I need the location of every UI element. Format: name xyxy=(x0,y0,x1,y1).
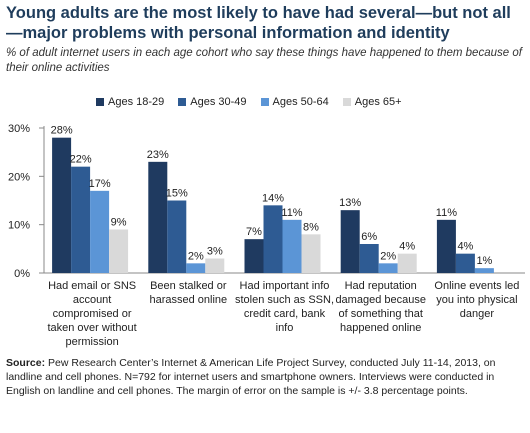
bar xyxy=(90,190,110,273)
data-label: 13% xyxy=(339,197,361,209)
bar xyxy=(52,137,72,273)
legend-label: Ages 50-64 xyxy=(272,96,329,108)
legend-label: Ages 65+ xyxy=(354,96,402,108)
bar xyxy=(148,161,168,273)
legend: Ages 18-29 Ages 30-49 Ages 50-64 Ages 65+ xyxy=(96,94,416,110)
bar xyxy=(263,205,283,273)
data-label: 22% xyxy=(70,154,92,166)
data-label: 11% xyxy=(436,207,457,219)
data-label: 6% xyxy=(361,231,377,243)
bar xyxy=(301,234,321,273)
data-label: 14% xyxy=(262,192,284,204)
chart-subtitle: % of adult internet users in each age co… xyxy=(6,47,522,74)
y-tick-label: 0% xyxy=(14,268,30,280)
category-label: happened online xyxy=(340,322,421,334)
bar xyxy=(378,263,398,273)
data-label: 8% xyxy=(303,221,319,233)
category-label: permission xyxy=(66,336,119,348)
legend-swatch xyxy=(342,98,351,106)
legend-swatch xyxy=(178,98,187,106)
category-label: compromised or xyxy=(53,308,132,320)
y-tick-label: 10% xyxy=(8,220,30,232)
data-label: 2% xyxy=(380,250,396,262)
legend-item-1: Ages 30-49 xyxy=(178,96,247,108)
data-label: 1% xyxy=(476,255,492,267)
footnote-label: Source: xyxy=(6,357,46,369)
data-label: 7% xyxy=(246,226,262,238)
legend-item-0: Ages 18-29 xyxy=(96,96,164,108)
data-label: 2% xyxy=(188,250,204,262)
category-label: danger xyxy=(460,308,495,320)
bar xyxy=(397,253,417,273)
category-label: harassed online xyxy=(149,294,227,306)
y-tick-label: 20% xyxy=(8,171,30,183)
bar xyxy=(167,200,187,273)
category-label: Been stalked or xyxy=(150,280,227,292)
data-label: 4% xyxy=(457,241,473,253)
category-label: account xyxy=(73,294,112,306)
data-label: 9% xyxy=(111,217,127,229)
bar xyxy=(109,229,129,273)
category-label: you into physical xyxy=(436,294,517,306)
chart-title: Young adults are the most likely to have… xyxy=(6,4,511,42)
legend-swatch xyxy=(96,98,104,106)
bar xyxy=(340,210,360,273)
category-label: taken over without xyxy=(47,322,136,334)
category-label: info xyxy=(276,322,294,334)
bar xyxy=(474,268,494,273)
bar-chart: 0% 10% 20% 30% 28% 22% 17% 9% Had email or SNS ac… xyxy=(8,123,525,348)
legend-label: Ages 18-29 xyxy=(108,96,165,108)
data-label: 3% xyxy=(207,246,223,258)
category-label: of something that xyxy=(339,308,423,320)
category-label: Online events led xyxy=(434,280,519,292)
bar xyxy=(436,219,456,273)
legend-item-2: Ages 50-64 xyxy=(260,96,329,108)
bar xyxy=(455,253,475,273)
category-label: stolen such as SSN, xyxy=(235,294,334,306)
footnote: Source: Pew Research Center’s Internet &… xyxy=(6,356,524,398)
legend-label: Ages 30-49 xyxy=(190,96,247,108)
bar xyxy=(359,244,379,273)
bar xyxy=(282,219,302,273)
data-label: 17% xyxy=(89,178,111,190)
data-label: 15% xyxy=(166,188,188,200)
category-label: Had important info xyxy=(240,280,330,292)
category-label: Had reputation xyxy=(345,280,417,292)
bar xyxy=(244,239,264,273)
data-label: 11% xyxy=(281,207,302,219)
legend-swatch xyxy=(260,98,269,106)
data-label: 4% xyxy=(399,241,415,253)
legend-item-3: Ages 65+ xyxy=(342,96,402,108)
category-label: Had email or SNS xyxy=(48,280,136,292)
bar xyxy=(71,166,91,273)
y-tick-label: 30% xyxy=(8,123,30,135)
data-label: 23% xyxy=(147,149,169,161)
category-label: credit card, bank xyxy=(244,308,326,320)
category-label: damaged because xyxy=(335,294,426,306)
data-label: 28% xyxy=(51,125,73,137)
footnote-text: Pew Research Center’s Internet & America… xyxy=(6,357,496,397)
bar xyxy=(205,258,225,273)
bar xyxy=(186,263,206,273)
